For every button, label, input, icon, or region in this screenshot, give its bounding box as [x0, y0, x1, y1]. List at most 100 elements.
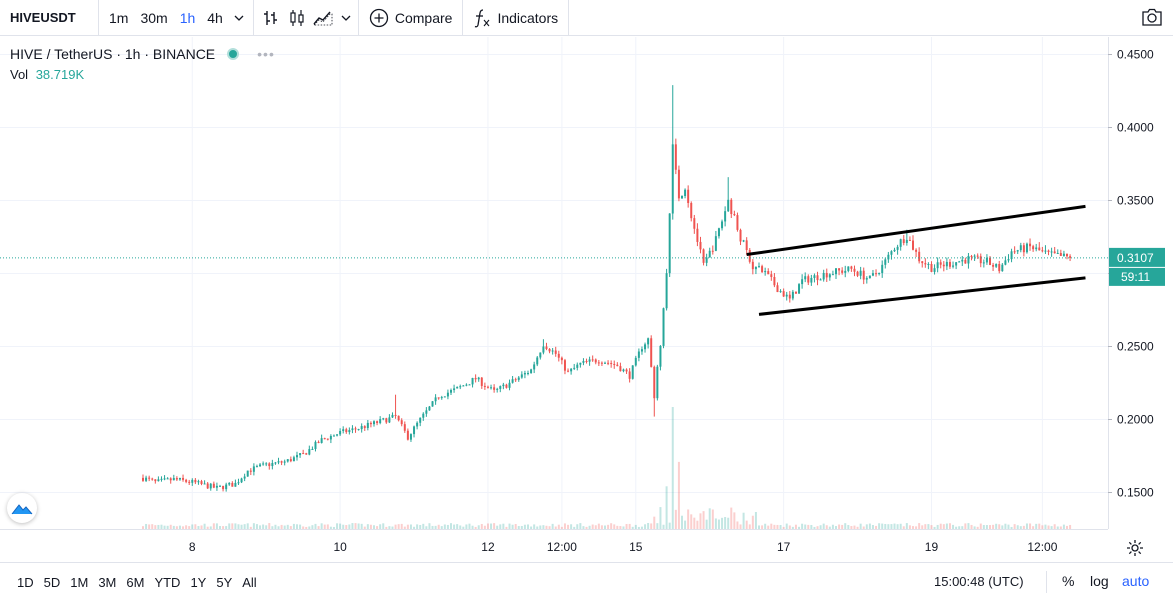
- price-chart[interactable]: 0.45000.40000.35000.30000.25000.20000.15…: [0, 37, 1173, 562]
- volume-bar: [1066, 525, 1068, 529]
- chevron-down-icon[interactable]: [229, 0, 249, 36]
- candle-body: [662, 308, 665, 346]
- candle-body: [255, 466, 258, 468]
- auto-scale-toggle[interactable]: auto: [1122, 573, 1150, 589]
- range-6m[interactable]: 6M: [126, 574, 145, 590]
- volume-bar: [348, 524, 351, 529]
- range-1d[interactable]: 1D: [17, 574, 34, 590]
- candle-body: [385, 418, 388, 423]
- volume-bar: [896, 524, 899, 529]
- chevron-down-icon[interactable]: [336, 0, 356, 36]
- candle-body: [613, 363, 616, 365]
- volume-bar: [268, 523, 271, 529]
- volume-bar: [286, 524, 289, 529]
- range-3m[interactable]: 3M: [98, 574, 117, 590]
- volume-bar: [222, 526, 225, 529]
- candle-body: [326, 438, 329, 440]
- volume-bar: [908, 525, 911, 529]
- candle-body: [1010, 251, 1013, 260]
- timeframe-30m[interactable]: 30m: [140, 9, 168, 26]
- volume-bar: [446, 524, 449, 529]
- candle-body: [1022, 245, 1025, 253]
- candle-body: [339, 431, 342, 435]
- indicators-button[interactable]: Indicators: [463, 0, 568, 36]
- candle-body: [520, 374, 523, 378]
- camera-icon[interactable]: [1141, 7, 1163, 32]
- volume-bar: [354, 523, 357, 529]
- volume-bar: [277, 526, 280, 529]
- gear-icon[interactable]: [1126, 539, 1144, 562]
- candle-body: [708, 250, 711, 258]
- timeframe-1m[interactable]: 1m: [109, 9, 129, 26]
- candle-body: [286, 459, 289, 462]
- area-chart-icon[interactable]: [310, 0, 336, 36]
- range-all[interactable]: All: [242, 574, 257, 590]
- percent-scale-toggle[interactable]: %: [1062, 573, 1075, 589]
- bar-chart-icon[interactable]: [258, 0, 284, 36]
- countdown-badge: [1109, 267, 1165, 286]
- volume-bar: [548, 526, 551, 529]
- candle-body: [570, 368, 573, 372]
- volume-bar: [739, 524, 742, 529]
- clock-timezone[interactable]: 15:00:48 (UTC): [934, 574, 1024, 589]
- volume-bar: [730, 507, 733, 529]
- candle-body: [363, 426, 366, 429]
- volume-bar: [373, 525, 375, 529]
- volume-bar: [317, 526, 320, 529]
- volume-bar: [687, 509, 690, 529]
- candle-body: [887, 254, 890, 260]
- compare-button[interactable]: Compare: [359, 0, 463, 36]
- candle-body: [545, 346, 548, 349]
- symbol-search[interactable]: HIVEUSDT: [10, 10, 76, 25]
- log-scale-toggle[interactable]: log: [1090, 573, 1109, 589]
- candle-body: [530, 369, 533, 374]
- candles-icon[interactable]: [284, 0, 310, 36]
- candle-body: [348, 430, 351, 433]
- volume-bar: [1032, 526, 1035, 529]
- volume-bar: [884, 523, 887, 529]
- candle-body: [182, 477, 185, 480]
- volume-bar: [262, 524, 265, 529]
- candle-body: [936, 262, 939, 269]
- volume-bar: [610, 523, 613, 529]
- trend-channel[interactable]: [746, 204, 1086, 316]
- timeframe-4h[interactable]: 4h: [207, 9, 223, 26]
- trend-line: [746, 204, 1086, 257]
- candle-body: [758, 266, 760, 268]
- volume-bar: [172, 525, 175, 529]
- candle-body: [684, 189, 687, 197]
- candle-body: [1050, 251, 1053, 253]
- range-1m[interactable]: 1M: [70, 574, 89, 590]
- candle-body: [714, 236, 717, 251]
- volume-bar: [265, 525, 268, 529]
- candle-body: [992, 264, 995, 267]
- volume-bar: [625, 523, 628, 529]
- volume-bar: [471, 525, 474, 529]
- volume-bar: [1001, 525, 1004, 529]
- volume-bar: [271, 526, 274, 529]
- toolbar-divider: [462, 0, 464, 36]
- volume-bar: [804, 524, 807, 529]
- range-5y[interactable]: 5Y: [216, 574, 233, 590]
- candle-body: [573, 367, 576, 369]
- range-1y[interactable]: 1Y: [190, 574, 207, 590]
- time-tick-label: 12:00: [1027, 540, 1057, 554]
- candle-body: [754, 266, 757, 270]
- tradingview-logo-icon[interactable]: [7, 493, 37, 523]
- candle-body: [477, 377, 480, 380]
- volume-bar: [443, 524, 446, 529]
- candle-body: [600, 362, 603, 364]
- candle-body: [862, 270, 865, 280]
- volume-bar: [175, 526, 178, 529]
- candle-body: [995, 264, 998, 267]
- range-5d[interactable]: 5D: [43, 574, 61, 590]
- symbol-title: HIVE / TetherUS · 1h · BINANCE: [10, 46, 216, 62]
- volume-bar: [850, 526, 853, 529]
- candle-body: [268, 463, 271, 467]
- candle-body: [490, 387, 493, 389]
- timeframe-1h[interactable]: 1h: [179, 9, 196, 26]
- legend-more-button[interactable]: •••: [257, 46, 275, 62]
- range-ytd[interactable]: YTD: [154, 574, 181, 590]
- volume-bar: [283, 525, 286, 529]
- volume-bar: [493, 523, 496, 529]
